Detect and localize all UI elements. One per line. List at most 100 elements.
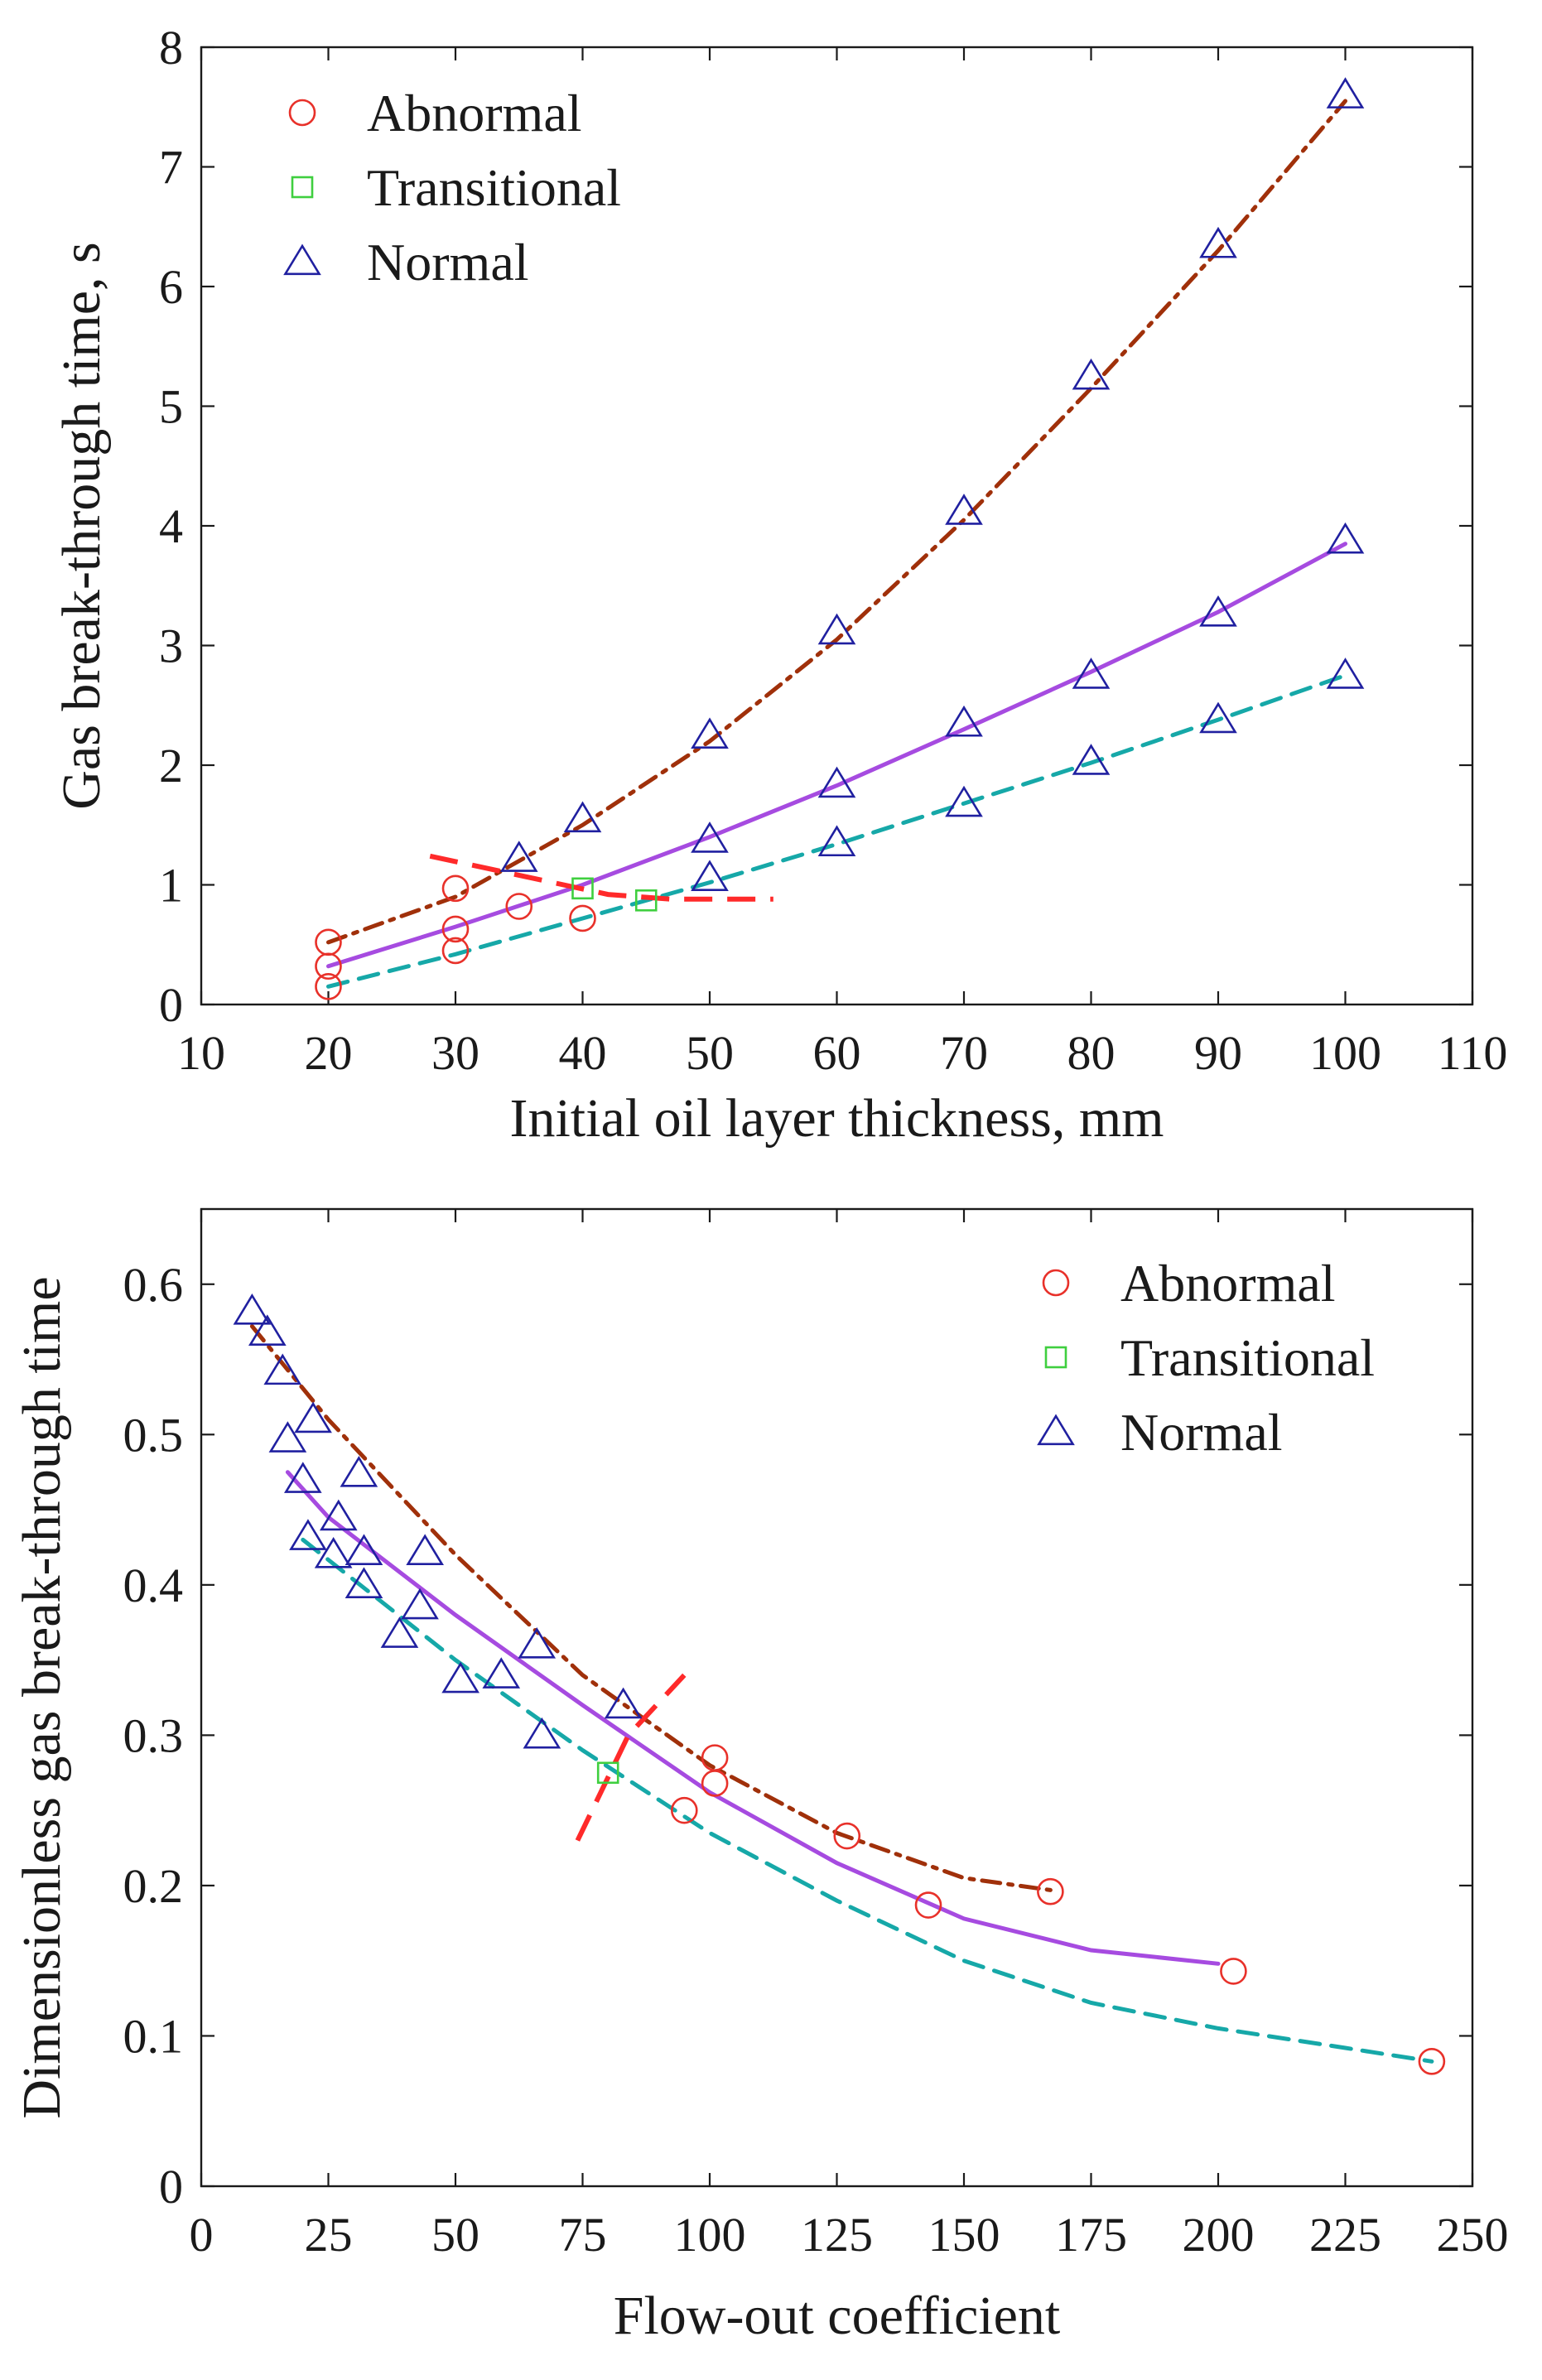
abnormal-point (1418, 2048, 1446, 2075)
abnormal-point (441, 937, 470, 965)
normal-point (945, 785, 983, 817)
abnormal-point (833, 1822, 861, 1850)
y-tick-label: 0.1 (123, 2009, 184, 2063)
normal-point (248, 1314, 287, 1346)
legend-marker-abnormal (1042, 1269, 1070, 1297)
abnormal-point (441, 915, 470, 943)
normal-point (604, 1687, 643, 1719)
normal-point (523, 1717, 561, 1749)
normal-point (314, 1537, 353, 1568)
y-tick-label: 1 (159, 859, 183, 913)
y-tick-label: 0 (159, 2160, 183, 2214)
normal-point (563, 801, 602, 833)
abnormal-point (315, 952, 342, 980)
normal-point (1072, 744, 1111, 775)
abnormal-point (315, 973, 342, 1000)
middle-fit-line (326, 542, 1347, 969)
normal-point (817, 613, 856, 645)
x-tick-label: 50 (431, 2208, 479, 2262)
x-tick-label: 10 (177, 1026, 225, 1080)
x-tick-label: 200 (1183, 2208, 1255, 2262)
normal-point (1326, 658, 1365, 689)
normal-point (1326, 77, 1365, 108)
normal-point (294, 1401, 332, 1433)
normal-point (1326, 522, 1365, 554)
y-tick-label: 7 (159, 141, 183, 195)
abnormal-point (1220, 1958, 1247, 1985)
y-tick-label: 0.4 (123, 1559, 184, 1612)
normal-point (441, 1661, 479, 1693)
x-tick-label: 90 (1194, 1026, 1242, 1080)
normal-point (499, 841, 538, 872)
normal-point (268, 1421, 307, 1453)
y-tick-label: 8 (159, 21, 183, 75)
abnormal-point (701, 1770, 729, 1797)
x-tick-label: 20 (305, 1026, 353, 1080)
upper-fit-line (249, 1324, 1053, 1892)
normal-point (1199, 595, 1237, 627)
y-tick-label: 4 (159, 499, 183, 553)
normal-point (1199, 226, 1237, 258)
regime-boundary-line (429, 853, 773, 902)
legend-marker-normal (283, 243, 321, 276)
x-tick-label: 70 (940, 1026, 988, 1080)
x-tick-label: 50 (686, 1026, 734, 1080)
legend-label-abnormal: Abnormal (367, 84, 582, 142)
normal-point (691, 717, 729, 749)
legend-label-transitional: Transitional (367, 158, 621, 217)
legend-marker-transitional (291, 176, 314, 199)
normal-point (691, 860, 729, 891)
y-tick-label: 0.2 (123, 1859, 184, 1913)
legend-label-normal: Normal (367, 233, 529, 291)
y-axis-label: Dimensionless gas break-through time (12, 1276, 72, 2118)
normal-point (1199, 701, 1237, 734)
x-tick-label: 100 (674, 2208, 746, 2262)
normal-point (289, 1519, 327, 1550)
normal-point (518, 1626, 557, 1659)
normal-point (340, 1456, 378, 1487)
y-tick-label: 0.5 (123, 1408, 184, 1462)
normal-point (945, 494, 983, 525)
normal-point (817, 766, 856, 798)
legend-label-normal: Normal (1120, 1403, 1283, 1462)
x-tick-label: 25 (305, 2208, 353, 2262)
abnormal-point (914, 1891, 942, 1919)
abnormal-point (670, 1796, 698, 1824)
abnormal-point (441, 874, 470, 903)
y-tick-label: 0.6 (123, 1258, 184, 1312)
normal-point (401, 1587, 439, 1620)
middle-fit-line (285, 1470, 1221, 1966)
transitional-point (596, 1761, 619, 1785)
legend-label-abnormal: Abnormal (1120, 1254, 1336, 1313)
abnormal-point (505, 893, 533, 920)
normal-point (345, 1534, 383, 1566)
legend-marker-transitional (1044, 1346, 1067, 1369)
normal-point (817, 825, 856, 857)
bottom-chart: 0 25 50 75 100 125 150 175 200 225 250 0 0.1 0.2 0.3 0.… (12, 1207, 1509, 2346)
normal-point (1072, 358, 1111, 390)
normal-point (691, 821, 729, 853)
y-tick-label: 5 (159, 380, 183, 434)
x-tick-label: 125 (801, 2208, 873, 2262)
x-tick-label: 80 (1067, 1026, 1116, 1080)
normal-point (283, 1462, 322, 1493)
lower-fit-line (326, 673, 1347, 989)
y-tick-label: 0.3 (123, 1708, 184, 1762)
y-axis-label: Gas break-through time, s (51, 242, 112, 810)
y-tick-label: 0 (159, 978, 183, 1032)
x-tick-label: 150 (928, 2208, 1000, 2262)
x-tick-label: 0 (190, 2208, 214, 2262)
x-tick-label: 60 (813, 1026, 861, 1080)
legend-marker-normal (1037, 1414, 1075, 1446)
legend-label-transitional: Transitional (1120, 1328, 1375, 1387)
normal-point (1072, 658, 1111, 689)
x-tick-label: 110 (1438, 1026, 1508, 1080)
transitional-point (634, 889, 658, 912)
normal-point (345, 1567, 383, 1598)
lower-fit-line (301, 1537, 1434, 2064)
x-axis-label: Flow-out coefficient (614, 2286, 1060, 2346)
normal-point (482, 1657, 521, 1689)
x-tick-label: 100 (1309, 1026, 1381, 1080)
